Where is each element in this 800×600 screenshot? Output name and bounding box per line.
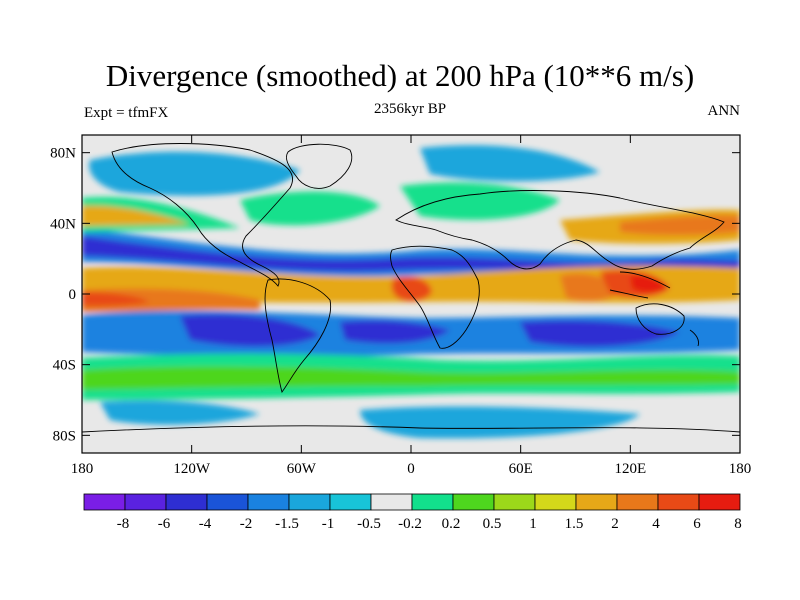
time-label: 2356kyr BP: [373, 101, 447, 117]
colorbar-swatch: [493, 493, 536, 511]
colorbar-label: -0.5: [357, 516, 381, 532]
colorbar-swatch: [616, 493, 659, 511]
coastlines: [82, 143, 740, 433]
colorbar-label: 0.2: [442, 516, 461, 532]
colorbar-label: -1: [322, 516, 335, 532]
lat-tick-label: 40N: [50, 216, 76, 232]
colorbar-label: -6: [158, 516, 171, 532]
latitude-axis: 80N 40N 0 40S 80S: [50, 146, 740, 444]
lon-tick-label: 120E: [614, 461, 646, 477]
colorbar-label: -8: [117, 516, 130, 532]
colorbar-label: 6: [693, 516, 701, 532]
colorbar-label: -1.5: [275, 516, 299, 532]
lat-tick-label: 40S: [53, 358, 76, 374]
colorbar-label: 0.5: [483, 516, 502, 532]
lon-tick-label: 120W: [173, 461, 211, 477]
map-plot-area: [82, 135, 740, 453]
colorbar-swatch: [534, 493, 577, 511]
colorbar-swatch: [698, 493, 741, 511]
experiment-label: Expt = tfmFX: [84, 105, 169, 121]
colorbar-swatch: [83, 493, 126, 511]
colorbar-swatch: [165, 493, 208, 511]
colorbar-swatch: [575, 493, 618, 511]
colorbar-swatch: [411, 493, 454, 511]
colorbar-swatch: [370, 493, 413, 511]
lat-tick-label: 80N: [50, 146, 76, 162]
lon-tick-label: 60E: [509, 461, 533, 477]
colorbar-swatch: [452, 493, 495, 511]
lon-tick-label: 60W: [287, 461, 317, 477]
colorbar-label: 1: [529, 516, 537, 532]
lon-tick-label: 0: [407, 461, 415, 477]
longitude-axis: 180 120W 60W 0 60E 120E 180: [71, 135, 752, 477]
colorbar-label: 8: [734, 516, 742, 532]
colorbar-swatch: [288, 493, 331, 511]
lon-tick-label: 180: [729, 461, 752, 477]
colorbar-label: -4: [199, 516, 212, 532]
colorbar-label: 4: [652, 516, 660, 532]
colorbar-swatch: [124, 493, 167, 511]
lat-tick-label: 0: [69, 287, 77, 303]
colorbar-label: 1.5: [565, 516, 584, 532]
colorbar-label: -2: [240, 516, 253, 532]
lon-tick-label: 180: [71, 461, 94, 477]
season-label: ANN: [707, 103, 741, 119]
colorbar-label: -0.2: [398, 516, 422, 532]
colorbar-label: 2: [611, 516, 619, 532]
lat-tick-label: 80S: [53, 428, 76, 444]
colorbar-swatch: [206, 493, 249, 511]
colorbar-swatch: [329, 493, 372, 511]
colorbar-swatch: [247, 493, 290, 511]
plot-title: Divergence (smoothed) at 200 hPa (10**6 …: [105, 58, 695, 93]
colorbar-swatch: [657, 493, 700, 511]
colorbar: -8 -6 -4 -2 -1.5 -1 -0.5 -0.2 0.2 0.5 1 1.5 2 4 6 8: [83, 493, 742, 532]
